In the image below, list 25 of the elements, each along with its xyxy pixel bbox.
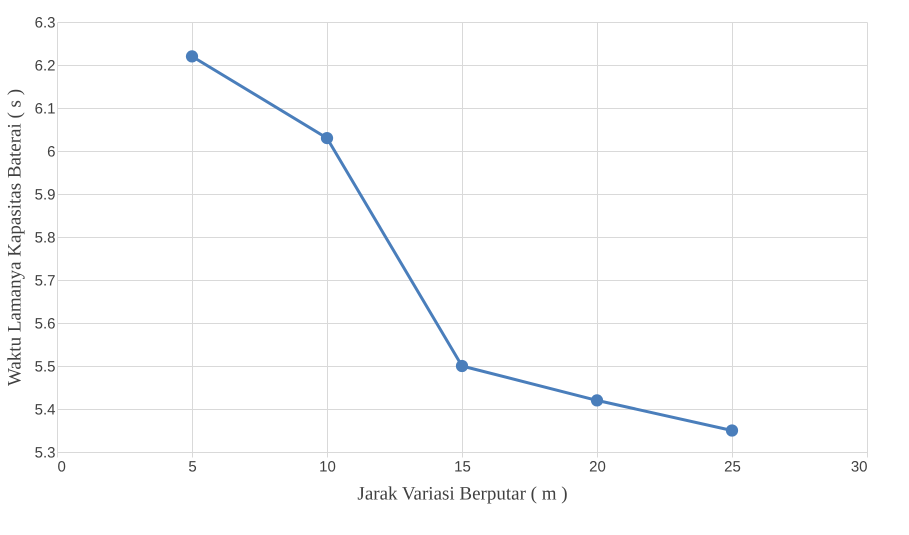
point bbox=[186, 50, 198, 63]
y-axis-title: Waktu Lamanya Kapasitas Baterai ( s ) bbox=[4, 88, 26, 386]
point bbox=[320, 132, 334, 144]
point bbox=[590, 394, 604, 407]
x-tick-label: 30 bbox=[850, 458, 868, 476]
x-tick-label: 10 bbox=[319, 458, 336, 476]
point bbox=[726, 424, 738, 437]
x-tick-label: 25 bbox=[724, 458, 741, 476]
y-tick-label: 6 bbox=[47, 144, 56, 160]
x-tick-label: 15 bbox=[454, 458, 471, 476]
y-tick-label: 5.4 bbox=[34, 402, 56, 418]
y-tick-label: 5.8 bbox=[34, 230, 56, 246]
y-tick-label: 5.3 bbox=[34, 444, 56, 462]
y-tick-label: 6.3 bbox=[34, 14, 56, 32]
y-tick-label: 5.7 bbox=[34, 272, 56, 290]
y-tick-label: 6.2 bbox=[34, 58, 56, 74]
y-tick-label: 6.1 bbox=[34, 100, 56, 118]
x-tick-label: 5 bbox=[188, 458, 197, 476]
y-tick-label: 5.5 bbox=[34, 358, 56, 376]
point bbox=[456, 360, 468, 372]
y-tick-label: 5.6 bbox=[34, 316, 56, 332]
x-tick-label: 20 bbox=[589, 458, 606, 476]
x-tick-label: 0 bbox=[58, 458, 66, 476]
y-tick-label: 5.9 bbox=[34, 186, 56, 204]
x-axis-title: Jarak Variasi Berputar ( m ) bbox=[357, 484, 568, 504]
